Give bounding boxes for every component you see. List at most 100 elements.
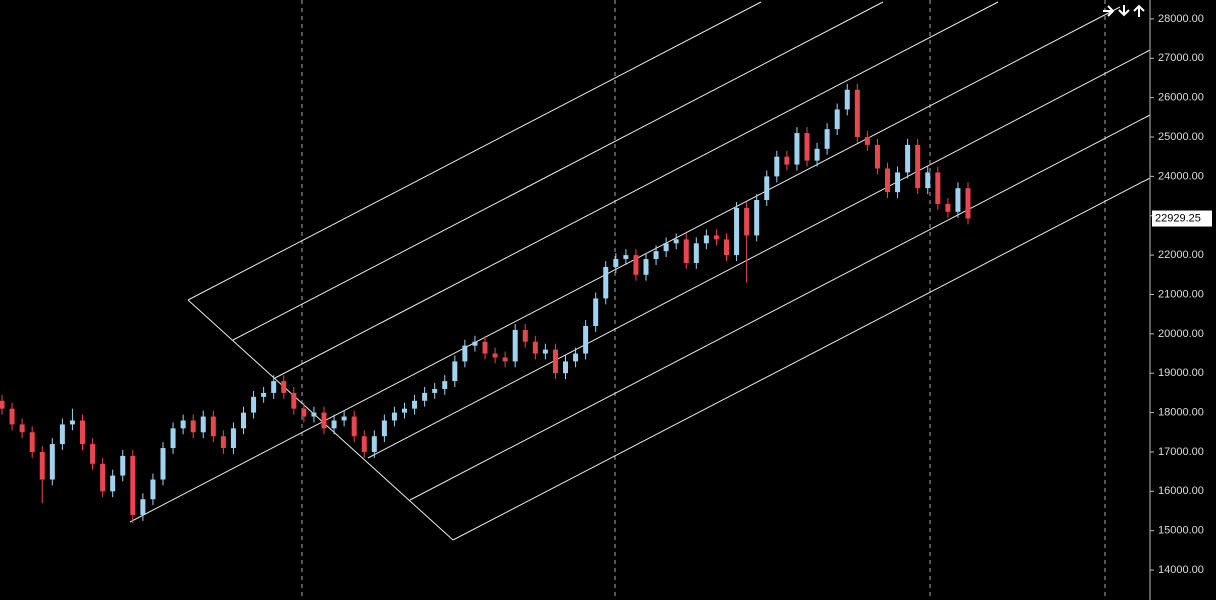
- candle-body: [452, 361, 458, 382]
- candle-body: [814, 148, 820, 161]
- candle-body: [381, 420, 387, 437]
- candle-body: [794, 133, 800, 165]
- candle-body: [230, 428, 236, 449]
- y-tick-label: 20000.00: [1158, 328, 1204, 340]
- candle-body: [532, 341, 538, 354]
- candle-body: [754, 200, 760, 236]
- candle-body: [542, 349, 548, 354]
- candle-body: [100, 463, 106, 492]
- candle-body: [130, 455, 136, 515]
- y-tick-label: 16000.00: [1158, 485, 1204, 497]
- candle-body: [764, 176, 770, 200]
- trend-line: [274, 1, 999, 379]
- candle-body: [351, 416, 357, 437]
- candle-body: [693, 243, 699, 263]
- y-tick-label: 26000.00: [1158, 92, 1204, 104]
- candle-body: [19, 424, 25, 433]
- axis-panel: [1150, 0, 1216, 600]
- candle-body: [804, 133, 810, 161]
- y-tick-label: 27000.00: [1158, 52, 1204, 64]
- candle-body: [160, 448, 166, 480]
- trend-line: [367, 49, 1151, 459]
- candle-body: [482, 341, 488, 354]
- candle-body: [905, 144, 911, 173]
- candle-body: [0, 400, 5, 409]
- candles: [0, 83, 971, 523]
- candle-body: [472, 341, 478, 346]
- candle-body: [251, 396, 257, 413]
- candle-body: [210, 416, 216, 437]
- candle-body: [965, 188, 971, 219]
- candle-body: [291, 392, 297, 409]
- toolbar[interactable]: [1103, 4, 1145, 17]
- candle-body: [744, 207, 750, 236]
- y-tick-label: 28000.00: [1158, 13, 1204, 25]
- candle-body: [49, 444, 55, 480]
- candle-body: [502, 357, 508, 362]
- pitchfork: [129, 1, 1151, 541]
- candle-body: [874, 144, 880, 169]
- pitchfork-handle: [187, 299, 454, 541]
- y-axis: 14000.00 15000.00 16000.00 17000.00 18000.00…: [1150, 13, 1212, 576]
- candle-body: [522, 329, 528, 342]
- candle-body: [713, 235, 719, 240]
- candle-body: [683, 239, 689, 263]
- candle-body: [331, 420, 337, 429]
- candle-body: [573, 353, 579, 362]
- scroll-up-button[interactable]: [1133, 4, 1145, 17]
- candle-body: [552, 349, 558, 374]
- candle-body: [663, 243, 669, 252]
- candle-body: [442, 381, 448, 389]
- candle-body: [895, 172, 901, 193]
- trend-line: [409, 114, 1151, 501]
- candle-body: [311, 412, 317, 417]
- candle-body: [834, 109, 840, 130]
- candle-body: [120, 455, 126, 476]
- y-tick-label: 14000.00: [1158, 564, 1204, 576]
- candle-body: [935, 172, 941, 204]
- candle-body: [583, 325, 589, 354]
- last-price-box: [1152, 210, 1212, 227]
- candle-body: [69, 420, 75, 425]
- candle-body: [673, 239, 679, 244]
- candle-body: [774, 156, 780, 177]
- candle-body: [925, 172, 931, 189]
- candle-body: [271, 381, 277, 393]
- y-tick-label: 18000.00: [1158, 407, 1204, 419]
- candle-body: [9, 408, 15, 425]
- candle-body: [703, 235, 709, 244]
- scroll-right-button[interactable]: [1103, 5, 1115, 17]
- scroll-down-button[interactable]: [1118, 5, 1130, 17]
- candle-body: [915, 144, 921, 189]
- candle-body: [220, 436, 226, 449]
- candle-body: [593, 298, 599, 326]
- candle-body: [563, 361, 568, 374]
- candle-body: [844, 89, 850, 110]
- candle-body: [281, 381, 287, 393]
- candle-body: [80, 420, 85, 445]
- y-tick-label: 25000.00: [1158, 131, 1204, 143]
- candle-body: [412, 400, 418, 409]
- candle-body: [361, 436, 367, 452]
- candle-body: [623, 255, 629, 260]
- candle-body: [29, 432, 35, 452]
- candle-body: [945, 203, 951, 212]
- trend-line: [129, 6, 1121, 523]
- candle-body: [422, 392, 428, 401]
- candle-body: [462, 345, 468, 362]
- candle-body: [301, 408, 307, 417]
- candle-body: [341, 416, 347, 421]
- y-tick-label: 19000.00: [1158, 367, 1204, 379]
- y-tick-label: 15000.00: [1158, 525, 1204, 537]
- candle-body: [39, 451, 45, 480]
- candle-body: [180, 420, 186, 429]
- candle-body: [854, 89, 860, 138]
- candle-body: [613, 259, 619, 267]
- candle-body: [150, 479, 156, 500]
- candle-body: [633, 255, 639, 275]
- candle-body: [864, 137, 870, 145]
- candle-body: [110, 475, 116, 492]
- candle-body: [824, 129, 830, 149]
